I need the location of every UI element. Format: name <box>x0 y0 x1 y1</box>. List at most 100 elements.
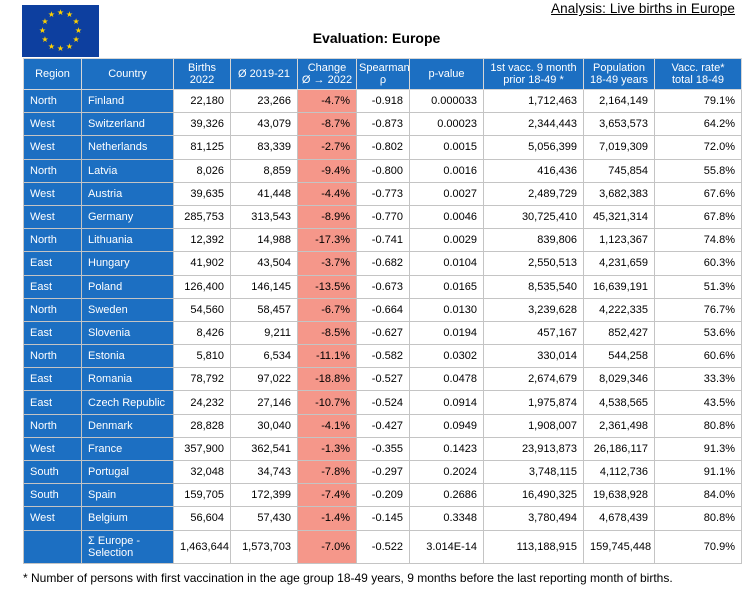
births-2022-cell: 12,392 <box>173 228 231 253</box>
avg-2019-21-cell: 41,448 <box>230 181 298 206</box>
flag-star-icon: ★ <box>38 26 47 35</box>
spearman-cell: -0.527 <box>356 367 410 392</box>
region-cell: North <box>23 297 82 322</box>
table-row: West Germany 285,753 313,543 -8.9% -0.770 0.00… <box>23 204 742 230</box>
p-value-cell: 0.0949 <box>409 413 484 438</box>
first-vacc-cell: 2,674,679 <box>483 367 584 392</box>
p-value-cell: 0.0104 <box>409 251 484 276</box>
table-row: East Czech Republic 24,232 27,146 -10.7% -0.5… <box>23 390 742 415</box>
first-vacc-cell: 30,725,410 <box>483 204 584 230</box>
region-cell: East <box>23 367 82 392</box>
population-cell: 26,186,117 <box>583 436 655 462</box>
column-header: Ø 2019-21 <box>230 58 298 90</box>
change-cell: -13.5% <box>297 274 357 299</box>
first-vacc-cell: 23,913,873 <box>483 436 584 462</box>
flag-star-icon: ★ <box>65 10 74 20</box>
change-cell: -4.1% <box>297 413 357 438</box>
column-header-line1: Population <box>593 62 645 74</box>
births-2022-cell: 39,326 <box>173 112 231 137</box>
table-row: South Spain 159,705 172,399 -7.4% -0.209 0.268… <box>23 483 742 508</box>
births-2022-cell: 159,705 <box>173 483 231 508</box>
column-header-line2: ρ <box>379 74 387 86</box>
region-cell: North <box>23 158 82 183</box>
births-2022-cell: 8,426 <box>173 320 231 346</box>
country-cell: Romania <box>81 367 174 392</box>
table-row: West Belgium 56,604 57,430 -1.4% -0.145 0.3348… <box>23 506 742 531</box>
column-header: 1st vacc. 9 month prior 18-49 * <box>483 58 584 90</box>
country-cell: Portugal <box>81 459 174 485</box>
births-2022-cell: 22,180 <box>173 88 231 114</box>
vacc-rate-cell: 80.8% <box>654 413 742 438</box>
change-cell: -1.3% <box>297 436 357 462</box>
population-cell: 4,112,736 <box>583 459 655 485</box>
table-header-row: Region Country Births 2022 Ø 2019-21 Change Ø … <box>23 58 742 90</box>
column-header-line1: Vacc. rate* <box>671 62 725 74</box>
avg-2019-21-cell: 8,859 <box>230 158 298 183</box>
region-cell: West <box>23 436 82 462</box>
table-row: West Switzerland 39,326 43,079 -8.7% -0.873 0.… <box>23 112 742 137</box>
p-value-cell: 0.2686 <box>409 483 484 508</box>
p-value-cell: 0.00023 <box>409 112 484 137</box>
column-header-line2: Ø → 2022 <box>301 74 353 86</box>
vacc-rate-cell: 84.0% <box>654 483 742 508</box>
vacc-rate-cell: 60.3% <box>654 251 742 276</box>
population-cell: 4,538,565 <box>583 390 655 415</box>
column-header-line1: Region <box>35 68 70 80</box>
spearman-cell: -0.664 <box>356 297 410 322</box>
column-header: Country <box>81 58 174 90</box>
avg-2019-21-cell: 23,266 <box>230 88 298 114</box>
spearman-cell: -0.773 <box>356 181 410 206</box>
spearman-cell: -0.918 <box>356 88 410 114</box>
avg-2019-21-cell: 57,430 <box>230 506 298 531</box>
births-2022-cell: 81,125 <box>173 135 231 160</box>
births-2022-cell: 285,753 <box>173 204 231 230</box>
avg-2019-21-cell: 43,079 <box>230 112 298 137</box>
region-cell: North <box>23 413 82 438</box>
spearman-cell: -0.802 <box>356 135 410 160</box>
region-cell: South <box>23 459 82 485</box>
first-vacc-cell: 3,239,628 <box>483 297 584 322</box>
country-cell: Switzerland <box>81 112 174 137</box>
region-cell: South <box>23 483 82 508</box>
population-cell: 3,682,383 <box>583 181 655 206</box>
population-cell: 3,653,573 <box>583 112 655 137</box>
births-2022-cell: 357,900 <box>173 436 231 462</box>
p-value-cell: 0.3348 <box>409 506 484 531</box>
country-cell: Spain <box>81 483 174 508</box>
first-vacc-cell: 16,490,325 <box>483 483 584 508</box>
region-cell: East <box>23 274 82 299</box>
p-value-cell: 0.0046 <box>409 204 484 230</box>
vacc-rate-cell: 91.3% <box>654 436 742 462</box>
footnote: * Number of persons with first vaccinati… <box>23 571 673 585</box>
region-cell: West <box>23 135 82 160</box>
p-value-cell: 0.2024 <box>409 459 484 485</box>
country-cell: Finland <box>81 88 174 114</box>
population-cell: 45,321,314 <box>583 204 655 230</box>
table-row: North Lithuania 12,392 14,988 -17.3% -0.741 0.… <box>23 228 742 253</box>
page-title: Evaluation: Europe <box>312 30 441 46</box>
vacc-rate-cell: 91.1% <box>654 459 742 485</box>
column-header: Spearman ρ <box>356 58 410 90</box>
change-cell: -11.1% <box>297 344 357 369</box>
table-row: West Netherlands 81,125 83,339 -2.7% -0.802 0.… <box>23 135 742 160</box>
region-cell: West <box>23 204 82 230</box>
population-cell: 7,019,309 <box>583 135 655 160</box>
births-table: Region Country Births 2022 Ø 2019-21 Change Ø … <box>23 58 742 564</box>
analysis-link[interactable]: Analysis: Live births in Europe <box>551 1 735 16</box>
change-cell: -3.7% <box>297 251 357 276</box>
spearman-cell: -0.297 <box>356 459 410 485</box>
table-row: South Portugal 32,048 34,743 -7.8% -0.297 0.20… <box>23 459 742 485</box>
births-2022-cell: 24,232 <box>173 390 231 415</box>
first-vacc-cell: 416,436 <box>483 158 584 183</box>
population-cell: 852,427 <box>583 320 655 346</box>
births-2022-cell: 8,026 <box>173 158 231 183</box>
change-cell: -6.7% <box>297 297 357 322</box>
table-row: West Austria 39,635 41,448 -4.4% -0.773 0.0027… <box>23 181 742 206</box>
region-cell: North <box>23 88 82 114</box>
table-row: East Poland 126,400 146,145 -13.5% -0.673 0.01… <box>23 274 742 299</box>
country-cell: Estonia <box>81 344 174 369</box>
population-cell: 19,638,928 <box>583 483 655 508</box>
avg-2019-21-cell: 58,457 <box>230 297 298 322</box>
flag-star-icon: ★ <box>72 35 80 44</box>
vacc-rate-cell: 64.2% <box>654 112 742 137</box>
